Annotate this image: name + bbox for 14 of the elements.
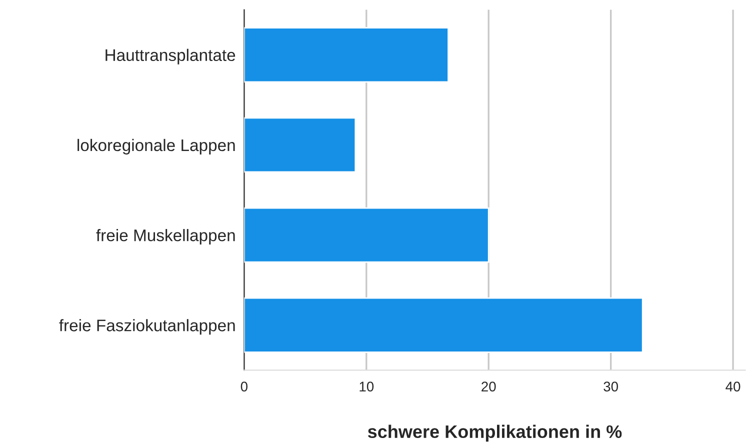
x-tick-label: 20 bbox=[482, 382, 496, 392]
x-tick-label: 40 bbox=[726, 382, 740, 392]
x-tick-label: 10 bbox=[360, 382, 374, 392]
x-tick-label: 0 bbox=[240, 382, 248, 392]
y-tick-label: lokoregionale Lappen bbox=[78, 138, 235, 154]
x-tick-label: 30 bbox=[604, 382, 618, 392]
bar bbox=[244, 117, 356, 173]
x-axis-title: schwere Komplikationen in % bbox=[368, 424, 622, 442]
bar bbox=[244, 27, 449, 83]
y-tick-label: freie Muskellappen bbox=[96, 229, 235, 245]
bar bbox=[244, 207, 490, 263]
bar bbox=[244, 297, 644, 353]
y-tick-label: Hauttransplantate bbox=[106, 48, 236, 64]
y-tick-label: freie Fasziokutanlappen bbox=[59, 319, 235, 335]
